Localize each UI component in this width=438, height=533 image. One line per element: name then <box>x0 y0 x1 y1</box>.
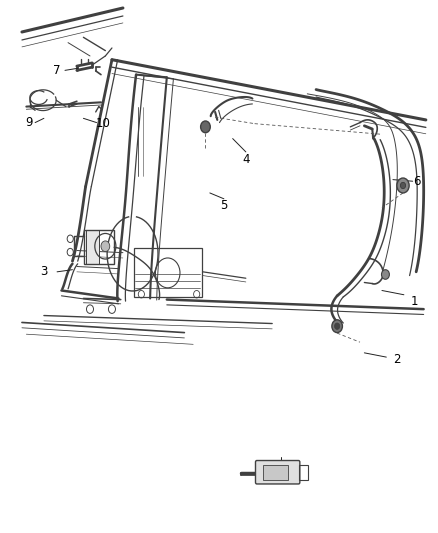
Text: 10: 10 <box>95 117 110 130</box>
Text: 1: 1 <box>410 295 418 308</box>
Text: 8: 8 <box>277 469 284 482</box>
FancyBboxPatch shape <box>85 230 99 264</box>
FancyBboxPatch shape <box>255 461 299 484</box>
Text: 6: 6 <box>412 175 420 188</box>
Circle shape <box>334 323 339 329</box>
Circle shape <box>399 182 405 189</box>
Circle shape <box>396 178 408 193</box>
Circle shape <box>101 241 110 252</box>
Text: 4: 4 <box>241 154 249 166</box>
Text: 2: 2 <box>392 353 400 366</box>
Text: 9: 9 <box>25 116 32 129</box>
Text: 5: 5 <box>220 199 227 212</box>
Circle shape <box>381 270 389 279</box>
Text: 3: 3 <box>40 265 47 278</box>
Text: 7: 7 <box>53 64 61 77</box>
FancyBboxPatch shape <box>263 465 287 480</box>
Circle shape <box>200 121 210 133</box>
Circle shape <box>331 320 342 333</box>
